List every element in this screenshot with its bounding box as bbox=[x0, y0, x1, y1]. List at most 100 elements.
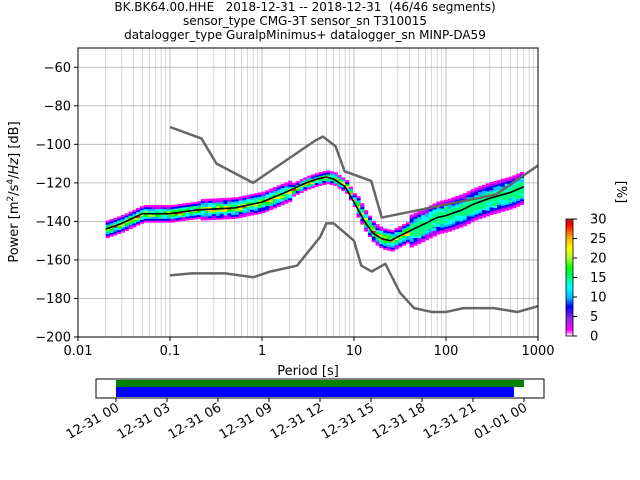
psd-cell bbox=[185, 214, 190, 217]
psd-cell bbox=[440, 200, 445, 203]
psd-cell bbox=[345, 181, 350, 185]
psd-cell bbox=[474, 199, 479, 202]
psd-cell bbox=[200, 216, 205, 219]
psd-cell bbox=[272, 192, 278, 195]
psd-cell bbox=[200, 210, 205, 213]
psd-cell bbox=[280, 199, 285, 202]
psd-cell bbox=[295, 190, 300, 193]
psd-cell bbox=[432, 211, 437, 214]
psd-cell bbox=[470, 208, 475, 211]
psd-cell bbox=[136, 219, 141, 222]
psd-cell bbox=[291, 192, 297, 195]
psd-cell bbox=[375, 243, 380, 246]
psd-cell bbox=[337, 180, 342, 183]
psd-cell bbox=[413, 235, 418, 239]
psd-cell bbox=[390, 247, 395, 250]
psd-cell bbox=[447, 217, 452, 221]
psd-cell bbox=[364, 229, 369, 232]
psd-cell bbox=[284, 201, 289, 204]
psd-cell bbox=[516, 196, 521, 199]
psd-cell bbox=[481, 209, 487, 213]
psd-cell bbox=[405, 227, 411, 231]
psd-cell bbox=[288, 194, 293, 197]
psd-cell bbox=[185, 218, 190, 221]
psd-cell bbox=[219, 217, 224, 220]
psd-cell bbox=[333, 178, 338, 181]
psd-cell bbox=[253, 197, 259, 200]
psd-cell bbox=[451, 199, 456, 202]
psd-cell bbox=[291, 194, 297, 197]
psd-cell bbox=[474, 214, 479, 217]
psd-cell bbox=[428, 234, 433, 237]
psd-cell bbox=[170, 220, 175, 223]
psd-cell bbox=[424, 232, 430, 235]
psd-cell bbox=[455, 207, 460, 210]
psd-cell bbox=[371, 224, 376, 227]
psd-cell bbox=[360, 205, 365, 208]
psd-cell bbox=[405, 224, 411, 227]
psd-cell bbox=[326, 180, 331, 183]
psd-cell bbox=[409, 245, 414, 248]
psd-cell bbox=[413, 237, 418, 240]
y-tick-label: −80 bbox=[44, 99, 71, 114]
psd-cell bbox=[105, 228, 110, 231]
psd-cell bbox=[493, 209, 498, 213]
psd-cell bbox=[383, 243, 388, 247]
psd-cell bbox=[117, 231, 122, 235]
psd-cell bbox=[284, 184, 289, 187]
psd-cell bbox=[280, 201, 285, 204]
psd-cell bbox=[280, 197, 285, 200]
psd-cell bbox=[447, 225, 452, 228]
psd-cell bbox=[322, 175, 327, 178]
psd-cell bbox=[341, 181, 346, 184]
psd-cell bbox=[413, 212, 418, 215]
psd-cell bbox=[250, 197, 255, 201]
psd-cell bbox=[462, 210, 468, 213]
psd-cell bbox=[288, 192, 293, 195]
psd-cell bbox=[242, 209, 247, 212]
psd-cell bbox=[455, 224, 460, 228]
psd-cell bbox=[394, 231, 399, 235]
psd-cell bbox=[231, 205, 236, 208]
psd-cell bbox=[223, 197, 228, 201]
psd-cell bbox=[155, 220, 160, 223]
psd-cell bbox=[337, 176, 342, 180]
psd-cell bbox=[440, 219, 445, 223]
psd-cell bbox=[181, 214, 186, 218]
psd-cell bbox=[120, 230, 125, 233]
psd-cell bbox=[489, 187, 494, 191]
psd-cell bbox=[432, 213, 437, 216]
psd-cell bbox=[124, 224, 129, 228]
psd-cell bbox=[246, 200, 251, 203]
psd-cell bbox=[508, 176, 513, 179]
new-high-noise-model-line bbox=[169, 125, 538, 219]
psd-cell bbox=[272, 204, 278, 207]
psd-cell bbox=[485, 214, 490, 217]
psd-cell bbox=[421, 232, 426, 235]
psd-cell bbox=[158, 208, 164, 212]
psd-cell bbox=[364, 212, 369, 215]
psd-cell bbox=[459, 202, 464, 205]
psd-cell bbox=[223, 213, 228, 216]
psd-cell bbox=[424, 211, 430, 214]
psd-cell bbox=[417, 212, 422, 216]
psd-cell bbox=[314, 180, 319, 184]
psd-cell bbox=[109, 234, 114, 237]
psd-cell bbox=[424, 213, 430, 216]
psd-cell bbox=[497, 210, 502, 213]
psd-cell bbox=[493, 184, 498, 188]
psd-cell bbox=[204, 218, 209, 221]
psd-cell bbox=[466, 216, 471, 219]
psd-cell bbox=[124, 215, 129, 218]
psd-cell bbox=[166, 220, 171, 223]
psd-cell bbox=[413, 220, 418, 223]
psd-cell bbox=[151, 206, 156, 210]
psd-cell bbox=[269, 190, 274, 193]
psd-cell bbox=[139, 219, 144, 222]
psd-cell bbox=[227, 199, 232, 202]
psd-cell bbox=[462, 212, 468, 215]
psd-cell bbox=[394, 239, 399, 242]
psd-cell bbox=[485, 206, 490, 209]
psd-cell bbox=[394, 237, 399, 240]
psd-cell bbox=[299, 184, 304, 188]
